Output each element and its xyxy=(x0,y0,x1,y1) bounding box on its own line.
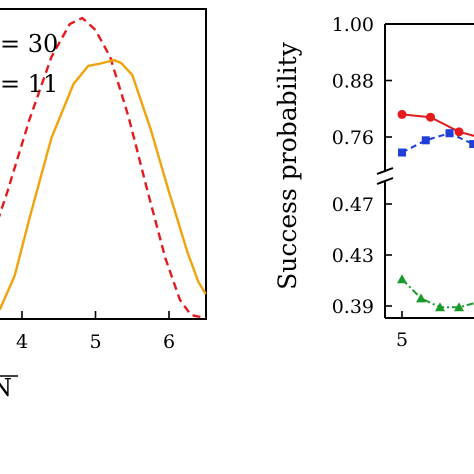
right-series-line-1 xyxy=(401,113,474,137)
right-series-3-point-3 xyxy=(435,302,445,312)
left-series-line-2 xyxy=(0,58,207,311)
legend-entry-1: = 30 xyxy=(0,30,58,58)
x-axis-label-left: N xyxy=(0,374,12,402)
right-y-ticks: 1.00 0.88 0.76 0.47 0.43 0.39 xyxy=(332,14,392,318)
right-series-2-point-4 xyxy=(469,140,474,149)
right-y-tick-label-5: 0.39 xyxy=(332,296,374,318)
right-y-tick-label-3: 0.47 xyxy=(332,194,374,216)
right-series-line-2 xyxy=(401,132,474,154)
left-series-line-1 xyxy=(0,16,207,320)
left-plot-frame xyxy=(0,8,207,320)
right-panel: 1.00 0.88 0.76 0.47 0.43 0.39 5 Success proba… xyxy=(273,14,474,351)
left-x-ticks: 4 5 6 xyxy=(16,311,175,353)
legend-entry-2: = 11 xyxy=(0,70,58,98)
right-series-2-point-3 xyxy=(445,129,454,138)
right-y-tick-label-0: 1.00 xyxy=(332,14,374,36)
right-series-1-point-1 xyxy=(397,109,407,119)
y-axis-label-right: Success probability xyxy=(273,41,302,290)
right-series-1-point-2 xyxy=(426,112,435,122)
right-series-3-point-1 xyxy=(397,274,407,284)
right-series-line-3 xyxy=(401,278,474,309)
left-curves xyxy=(0,16,207,320)
left-x-tick-label-5: 5 xyxy=(89,331,101,353)
right-series-3-point-2 xyxy=(416,293,426,303)
right-y-tick-label-1: 0.88 xyxy=(332,71,374,93)
right-y-tick-label-2: 0.76 xyxy=(332,127,374,149)
left-x-tick-label-4: 4 xyxy=(16,331,28,353)
axis-break-mark-2 xyxy=(376,177,394,185)
right-series-2-point-1 xyxy=(398,148,406,157)
right-series-3-point-4 xyxy=(454,302,464,312)
right-series-2-point-2 xyxy=(421,136,430,145)
right-x-tick-label-5: 5 xyxy=(396,329,408,351)
axis-break-mark-1 xyxy=(376,167,394,175)
left-x-tick-label-6: 6 xyxy=(163,331,175,353)
right-y-tick-label-4: 0.43 xyxy=(332,245,374,267)
left-panel: 4 5 6 = 30 = 11 N xyxy=(0,8,207,402)
right-series-1-point-3 xyxy=(454,127,464,137)
right-series xyxy=(397,109,474,312)
